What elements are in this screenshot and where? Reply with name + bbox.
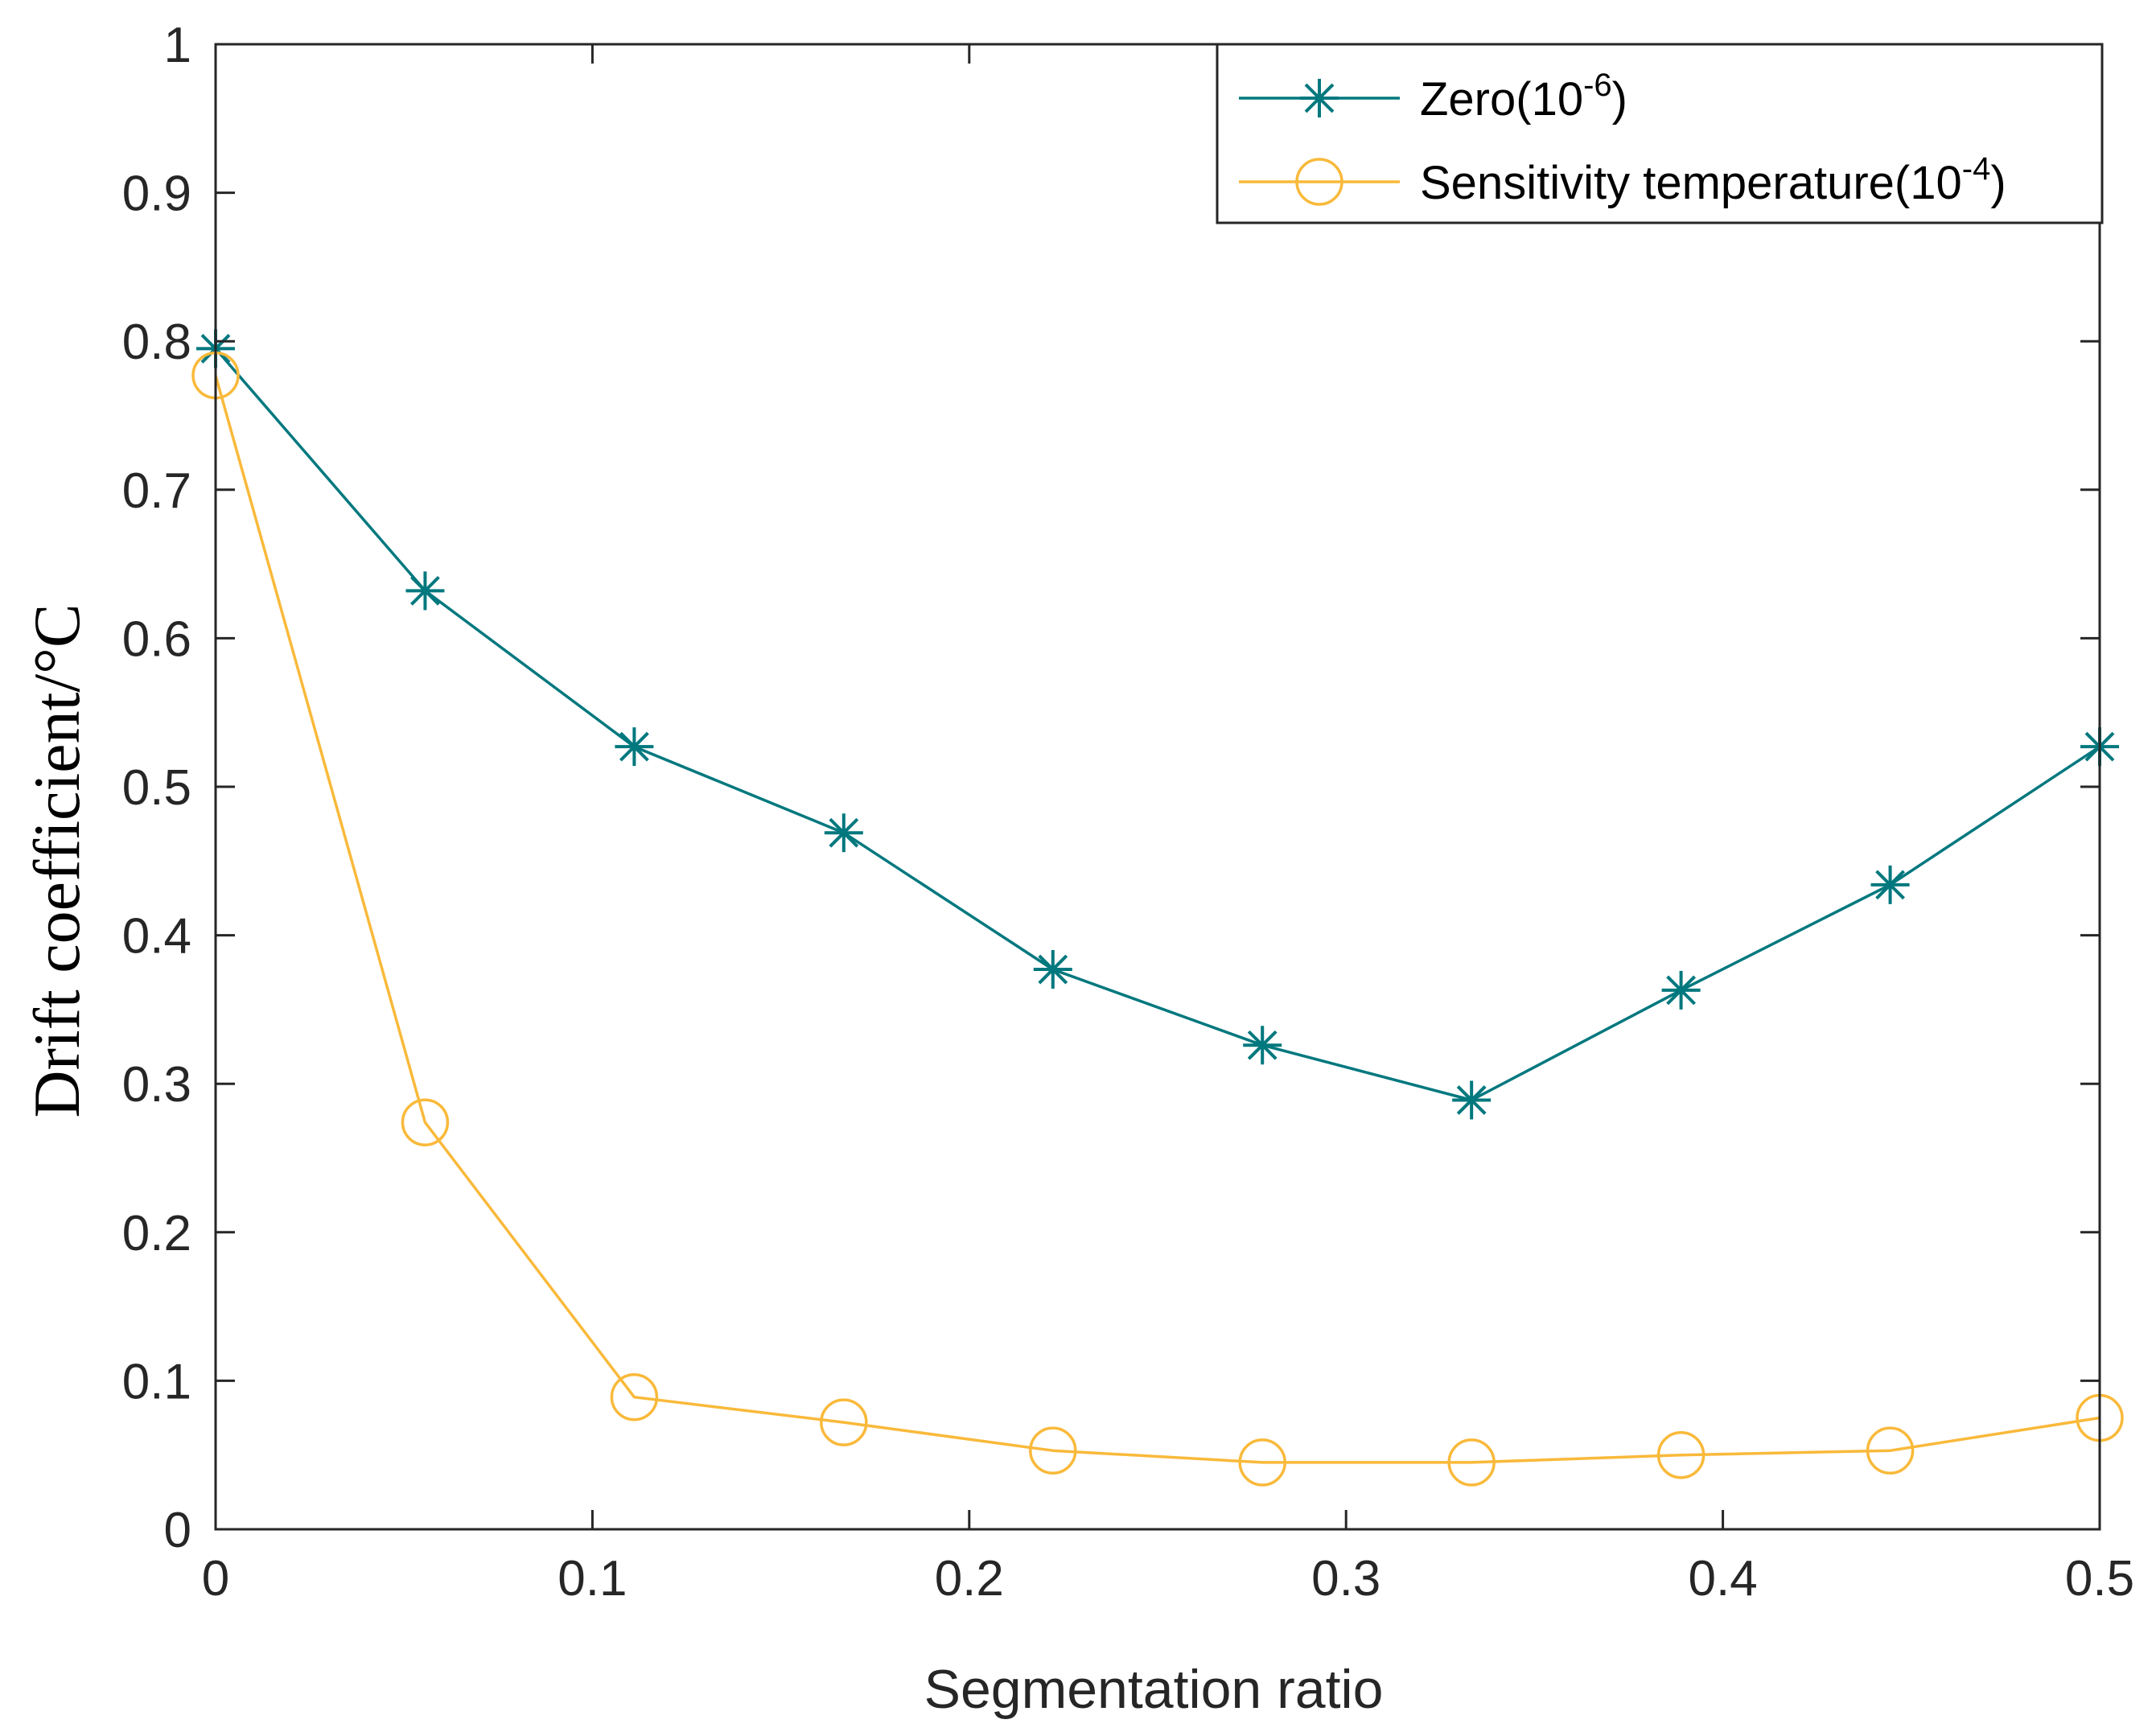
data-point-zero [1452,1080,1492,1120]
x-tick-label: 0 [202,1551,229,1607]
y-tick-label: 0.5 [122,760,191,816]
legend-label-sensitivity: Sensitivity temperature(10-4) [1420,151,2006,209]
legend-marker-symbol-sensitivity [1295,158,1343,206]
y-tick-label: 0.1 [122,1354,191,1409]
data-point-zero [1243,1026,1282,1065]
series-sensitivity [191,351,2124,1487]
legend-marker-sensitivity [1295,158,1343,206]
legend-label-zero-tail: ) [1612,73,1627,125]
legend-label-zero-base: Zero(10 [1420,73,1583,125]
data-point-zero [615,727,654,767]
y-tick-label: 0.9 [122,167,191,222]
legend: Zero(10-6) Sensitivity temperature(10-4) [1216,43,2104,224]
y-tick-label: 0.7 [122,463,191,519]
data-point-zero-stroke [619,731,649,762]
legend-label-sensitivity-tail: ) [1990,157,2006,209]
data-point-zero [1661,970,1701,1010]
data-point-zero [405,571,445,611]
legend-label-zero-sup: -6 [1583,68,1612,103]
x-tick-label: 0.5 [2065,1551,2134,1607]
x-tick-label: 0.2 [935,1551,1004,1607]
y-tick-label: 0 [164,1503,191,1558]
series-line-sensitivity [214,375,2100,1464]
data-point-sensitivity [401,1098,450,1146]
y-tick-label: 0.2 [122,1206,191,1261]
y-axis-title: Drift coefficient/°C [20,603,93,1117]
y-tick-label: 0.4 [122,909,191,965]
x-tick-label: 0.1 [558,1551,627,1607]
data-point-sensitivity [1238,1438,1286,1487]
data-point-sensitivity [1656,1430,1705,1479]
y-tick-label: 0.8 [122,315,191,370]
series-layer [191,329,2124,1487]
data-point-sensitivity [1029,1426,1077,1475]
data-point-sensitivity [610,1372,659,1421]
legend-item-sensitivity: Sensitivity temperature(10-4) [1239,151,2006,209]
series-zero [196,329,2119,1120]
data-point-zero-stroke [1666,975,1696,1006]
x-tick-label: 0.4 [1688,1551,1757,1607]
legend-marker-symbol-zero [1300,79,1339,117]
data-point-zero-stroke [1456,1085,1487,1115]
x-axis-ticks: 0 0.1 0.2 0.3 0.4 0.5 [202,44,2134,1607]
legend-label-zero: Zero(10-6) [1420,68,1627,125]
legend-marker-symbol-zero-stroke [1304,83,1335,113]
legend-box [1216,43,2104,224]
data-point-zero-stroke [1875,870,1905,900]
legend-marker-zero [1300,79,1339,117]
y-tick-label: 0.6 [122,611,191,667]
x-tick-label: 0.3 [1311,1551,1380,1607]
data-point-zero [1033,950,1072,989]
data-point-zero-stroke [1038,954,1068,985]
data-point-zero [1870,865,1910,904]
legend-label-sensitivity-sup: -4 [1962,151,1991,187]
data-point-zero-stroke [410,575,440,606]
x-axis-title: Segmentation ratio [924,1659,1384,1720]
legend-item-zero: Zero(10-6) [1239,68,1627,125]
data-point-sensitivity [1866,1426,1915,1475]
y-tick-label: 1 [164,18,191,73]
data-point-sensitivity [820,1398,868,1446]
data-point-zero-stroke [829,817,859,848]
data-point-zero-stroke [1247,1030,1278,1060]
y-tick-label: 0.3 [122,1057,191,1113]
legend-label-sensitivity-base: Sensitivity temperature(10 [1420,157,1962,209]
data-point-zero [824,813,863,853]
series-line-zero [214,348,2100,1102]
data-point-sensitivity [1447,1438,1496,1487]
